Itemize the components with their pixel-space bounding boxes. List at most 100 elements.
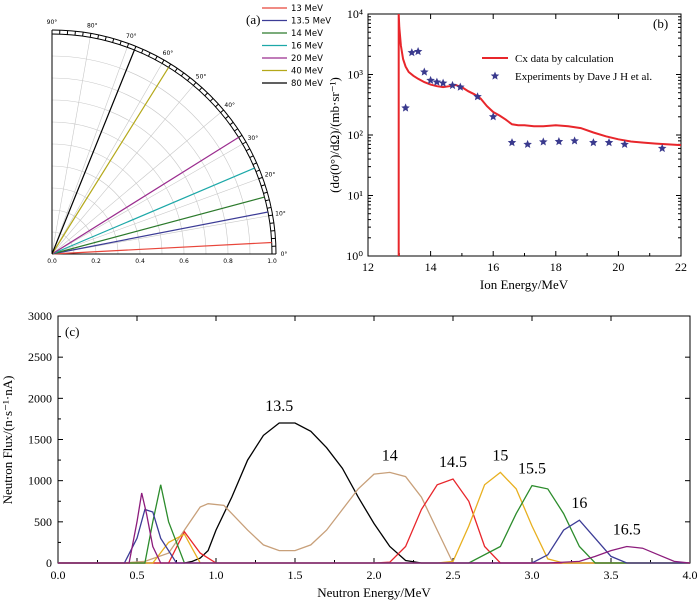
y-tick-label: 1000 <box>28 474 52 488</box>
legend-star-swatch <box>490 71 500 80</box>
polar-angle-tick <box>204 92 208 97</box>
x-tick-label: 18 <box>550 260 562 274</box>
polar-angle-tick-label: 0° <box>281 251 288 258</box>
polar-angle-tick <box>229 121 234 126</box>
polar-angle-tick <box>209 98 214 102</box>
x-tick-label: 2.0 <box>367 568 382 582</box>
polar-angle-tick <box>154 55 158 60</box>
panel-c-neutron-spectrum-chart: 0.0 0.5 1.0 1.5 2.0 2.5 3.0 3.5 4.0 0 500 1000 1500 2… <box>0 309 698 600</box>
polar-series-line <box>51 211 269 255</box>
polar-series-line <box>51 67 170 255</box>
experiment-star-point <box>589 138 598 147</box>
panel-b-legend: Cx data by calculation Experiments by Dav… <box>482 53 652 83</box>
polar-grid-circle <box>51 77 229 255</box>
x-tick-label: 3.5 <box>604 568 619 582</box>
panel-b-ticks: 12 14 16 18 20 22 10⁰ 10¹ 10² 10³ 10⁴ <box>346 7 687 274</box>
polar-series-line <box>51 167 255 255</box>
y-tick-label: 2000 <box>28 391 52 405</box>
polar-grid-spoke <box>51 215 269 255</box>
polar-angle-tick <box>242 141 247 145</box>
polar-angle-tick <box>220 109 224 113</box>
experiment-star-point <box>570 136 579 145</box>
polar-angle-tick-label: 20° <box>265 172 276 179</box>
polar-radial-tick-label: 0.0 <box>47 258 57 265</box>
panel-c-series-labels: 13.5 14 14.5 15 15.5 16 16.5 <box>265 398 641 539</box>
x-tick-label: 16 <box>487 260 499 274</box>
polar-grid-spoke <box>51 47 128 255</box>
polar-grid-spoke <box>51 178 259 255</box>
experiment-star-point <box>438 78 448 87</box>
legend-label: 20 MeV <box>291 54 323 64</box>
polar-grid-spoke <box>51 63 163 255</box>
panel-a-polar-chart: 0° 10° 20° 30° 40° 50° 60° 70° 80° 90° 0.0 0.2 0.4 0.… <box>47 4 332 265</box>
legend-label: 13.5 MeV <box>291 17 331 27</box>
legend-label: 13 MeV <box>291 4 323 14</box>
polar-angle-tick <box>265 199 270 202</box>
panel-b-experiment-points <box>401 47 667 153</box>
legend-label: 14 MeV <box>291 29 323 39</box>
x-tick-label: 0.5 <box>130 568 145 582</box>
experiment-star-point <box>426 75 435 84</box>
panel-b-calc-curve <box>397 13 682 256</box>
polar-angle-tick <box>141 49 144 54</box>
experiment-star-point <box>473 92 482 101</box>
polar-angle-tick-label: 60° <box>163 50 174 57</box>
polar-angle-tick <box>89 33 92 38</box>
polar-angle-tick <box>268 214 273 217</box>
spectrum-series-label: 14.5 <box>439 454 467 471</box>
polar-grid-spoke <box>51 85 194 255</box>
polar-tick-labels: 0° 10° 20° 30° 40° 50° 60° 70° 80° 90° 0.0 0.2 0.4 0.… <box>47 19 288 265</box>
panel-b-cross-section-chart: 12 14 16 18 20 22 10⁰ 10¹ 10² 10³ 10⁴ (b) Cx data … <box>327 7 687 292</box>
spectrum-series-label: 13.5 <box>265 398 293 415</box>
experiment-star-point <box>507 138 517 147</box>
polar-angle-tick-label: 90° <box>47 19 58 26</box>
experiment-star-point <box>488 112 498 121</box>
polar-angle-tick <box>252 162 257 165</box>
polar-angle-tick <box>198 87 203 91</box>
x-tick-label: 1.0 <box>209 568 224 582</box>
x-tick-label: 3.0 <box>525 568 540 582</box>
panel-a-legend: 13 MeV 13.5 MeV 14 MeV 16 MeV 20 MeV 40 MeV 80… <box>262 4 331 89</box>
spectrum-line <box>58 422 690 564</box>
polar-angle-tick <box>225 115 229 119</box>
x-tick-label: 20 <box>612 260 624 274</box>
polar-series-line <box>51 49 135 255</box>
polar-angle-tick <box>267 206 272 209</box>
polar-grid-spoke <box>51 112 221 255</box>
polar-angle-tick <box>249 155 254 159</box>
polar-angle-tick <box>97 34 100 39</box>
experiment-star-point <box>407 48 417 57</box>
polar-series-line <box>51 196 265 255</box>
spectrum-line <box>58 471 690 564</box>
polar-angle-tick-label: 40° <box>224 102 235 109</box>
experiment-star-point <box>523 139 532 148</box>
y-tick-label: 10³ <box>347 68 363 82</box>
polar-grid-circle <box>51 55 251 255</box>
polar-angle-tick <box>246 148 251 152</box>
polar-grid-circle <box>51 99 207 255</box>
y-tick-label: 1500 <box>28 433 52 447</box>
x-tick-label: 0.0 <box>51 568 66 582</box>
polar-angle-tick <box>147 52 151 57</box>
polar-series-line <box>51 136 239 255</box>
polar-angle-tick <box>215 103 219 108</box>
polar-angle-tick-label: 30° <box>248 135 259 142</box>
legend-label: Cx data by calculation <box>515 53 614 65</box>
y-tick-label: 10⁴ <box>347 7 363 21</box>
polar-angle-tick <box>187 77 191 81</box>
experiment-star-point <box>413 47 423 56</box>
panel-c-label: (c) <box>65 324 79 339</box>
spectrum-series-label: 15 <box>492 447 508 464</box>
x-tick-label: 1.5 <box>288 568 303 582</box>
polar-angle-tick <box>133 46 137 51</box>
y-tick-label: 10¹ <box>347 189 363 203</box>
spectrum-series-label: 16.5 <box>613 522 641 539</box>
spectrum-line <box>58 484 690 564</box>
polar-radial-tick-label: 0.6 <box>179 258 189 265</box>
polar-series-lines <box>51 49 272 255</box>
polar-angle-tick <box>119 40 122 45</box>
y-tick-label: 10² <box>347 128 363 142</box>
panel-b-label: (b) <box>653 16 668 31</box>
experiment-star-point <box>448 80 457 90</box>
